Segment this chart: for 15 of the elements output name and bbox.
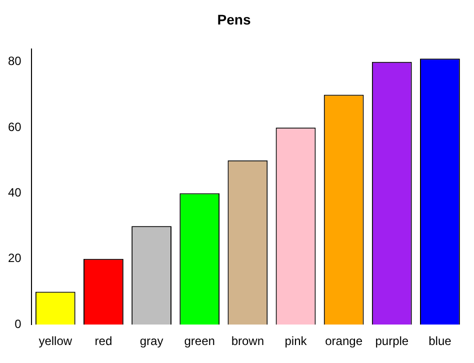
x-tick-label: brown <box>231 334 264 348</box>
y-tick-label: 80 <box>8 54 22 68</box>
x-tick-label: purple <box>375 334 409 348</box>
x-tick-label: yellow <box>38 334 72 348</box>
chart-title: Pens <box>217 11 251 28</box>
y-tick-label: 60 <box>8 120 22 134</box>
x-tick-label: red <box>94 334 112 348</box>
x-tick-label: gray <box>140 334 164 348</box>
x-tick-label: orange <box>325 334 363 348</box>
y-tick-label: 0 <box>14 316 22 331</box>
y-tick-label: 40 <box>8 186 22 200</box>
y-tick-label: 20 <box>8 251 22 266</box>
x-tick-label: pink <box>284 334 308 348</box>
x-tick-label: blue <box>428 334 452 348</box>
x-tick-label: green <box>184 334 215 348</box>
